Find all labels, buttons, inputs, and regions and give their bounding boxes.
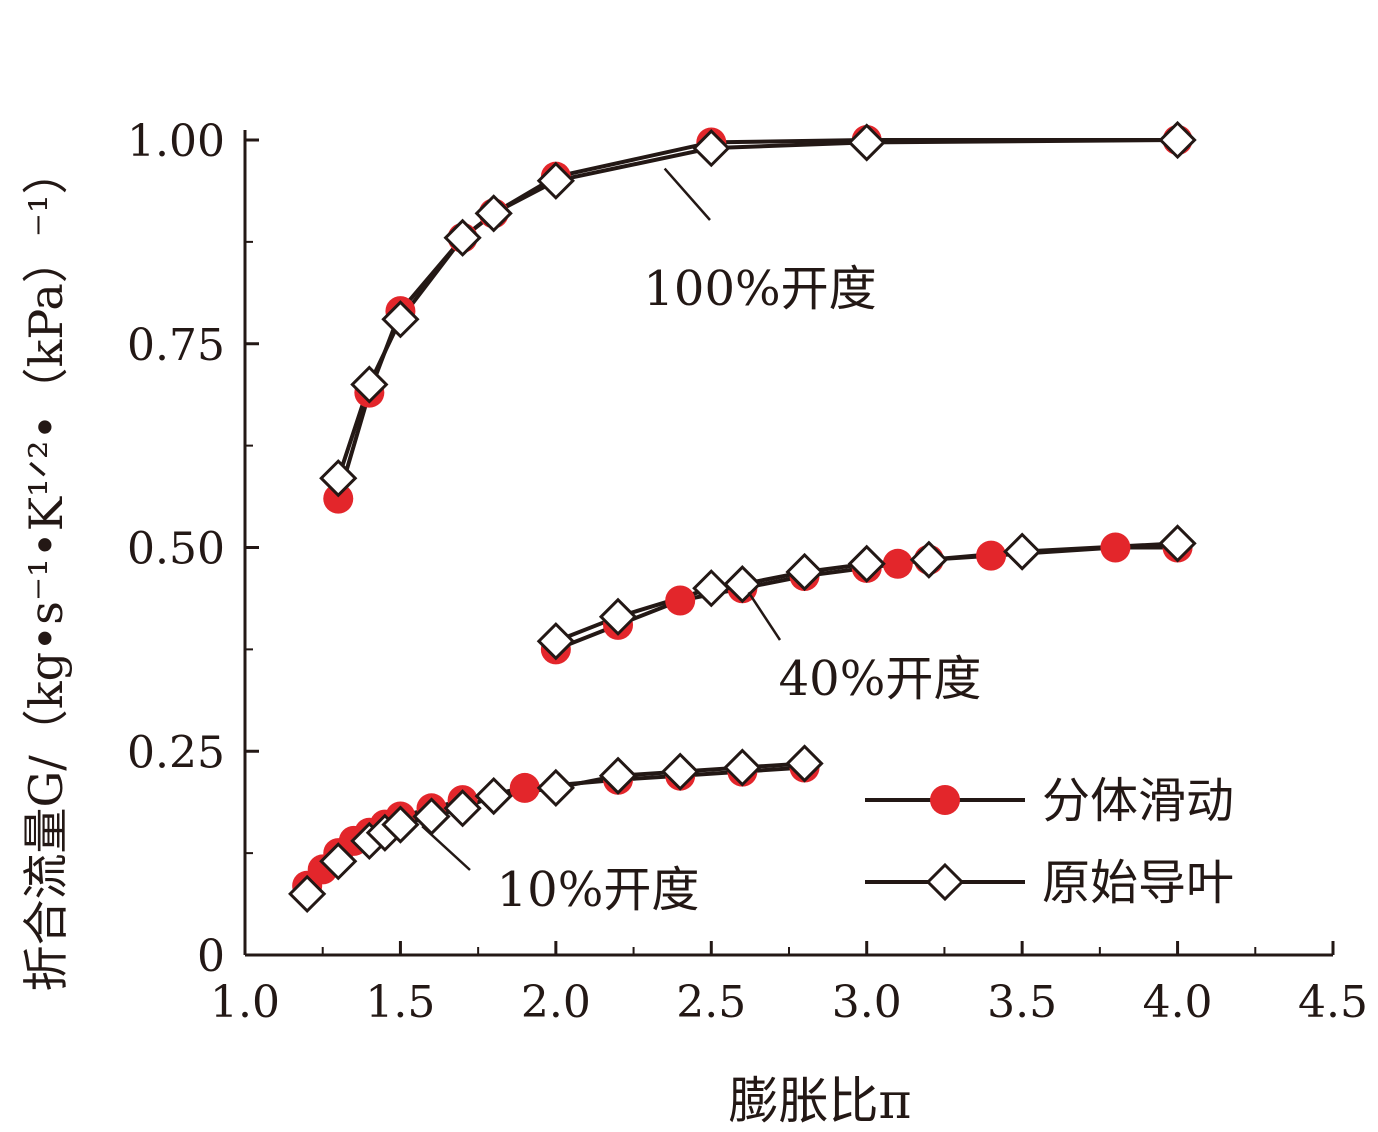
data-point-diamond: [723, 565, 762, 604]
y-tick-label: 0.75: [127, 320, 225, 371]
x-tick-label: 4.5: [1298, 977, 1368, 1028]
legend-label: 原始导叶: [1042, 855, 1234, 911]
annotations: 100%开度 40%开度 10%开度: [421, 167, 982, 918]
data-point-diamond: [536, 622, 575, 661]
data-point-circle: [323, 483, 354, 514]
legend-label: 分体滑动: [1042, 773, 1234, 829]
data-point-diamond: [847, 544, 886, 583]
data-point-diamond: [723, 748, 762, 787]
data-point-diamond: [1003, 532, 1042, 571]
data-point-diamond: [319, 842, 358, 881]
y-tick-label: 0.50: [127, 524, 225, 575]
data-point-diamond: [536, 161, 575, 200]
data-point-diamond: [288, 874, 327, 913]
data-point-circle: [1100, 532, 1131, 563]
y-tick-label: 1.00: [127, 116, 225, 167]
series-markers: [288, 120, 1197, 913]
annotation-label: 10%开度: [497, 862, 700, 918]
series-line: [336, 138, 1178, 500]
data-point-diamond: [443, 218, 482, 257]
data-point-diamond: [381, 805, 420, 844]
data-point-diamond: [909, 540, 949, 579]
data-point-diamond: [1158, 524, 1197, 563]
data-point-circle: [882, 548, 913, 579]
y-tick-label: 0: [197, 931, 225, 982]
axes: 1.0 1.5 2.0 2.5 3.0 3.5 4.0 4.5 0 0.25 0.50 0.75 1.0…: [127, 116, 1368, 1028]
x-tick-label: 2.5: [676, 977, 746, 1028]
annotation-label: 40%开度: [779, 651, 982, 707]
data-point-diamond: [443, 789, 482, 828]
data-point-diamond: [785, 744, 824, 783]
data-point-diamond: [1158, 120, 1197, 160]
data-point-diamond: [381, 300, 420, 339]
x-tick-label: 1.5: [365, 977, 435, 1028]
annotation-leader: [747, 591, 782, 641]
x-axis-label: 膨胀比π: [729, 1072, 912, 1130]
data-point-circle: [976, 540, 1007, 571]
data-point-diamond: [474, 194, 513, 233]
y-axis-label: 折合流量G/（kg•s⁻¹•K¹ᐟ²•（kPa）⁻¹）: [19, 149, 73, 992]
data-point-diamond: [692, 129, 731, 168]
data-point-diamond: [785, 552, 824, 592]
data-point-diamond: [661, 752, 700, 791]
data-point-diamond: [319, 459, 358, 498]
annotation-leader: [663, 167, 711, 221]
annotation-leader: [421, 825, 471, 871]
x-tick-label: 2.0: [521, 977, 591, 1028]
data-point-circle: [665, 585, 696, 616]
legend-marker-diamond: [925, 862, 965, 902]
data-point-diamond: [536, 768, 575, 808]
x-tick-label: 1.0: [210, 977, 280, 1028]
data-point-diamond: [598, 597, 638, 636]
data-point-diamond: [847, 123, 886, 162]
legend-marker-circle: [930, 785, 960, 815]
x-tick-label: 3.0: [832, 977, 902, 1028]
annotation-label: 100%开度: [643, 261, 876, 317]
data-point-diamond: [474, 776, 513, 816]
data-point-diamond: [692, 569, 731, 608]
data-point-diamond: [350, 365, 389, 404]
y-tick-label: 0.25: [127, 727, 225, 778]
x-tick-label: 3.5: [987, 977, 1057, 1028]
x-tick-label: 4.0: [1143, 977, 1213, 1028]
data-point-diamond: [598, 756, 638, 795]
data-point-circle: [509, 772, 540, 803]
